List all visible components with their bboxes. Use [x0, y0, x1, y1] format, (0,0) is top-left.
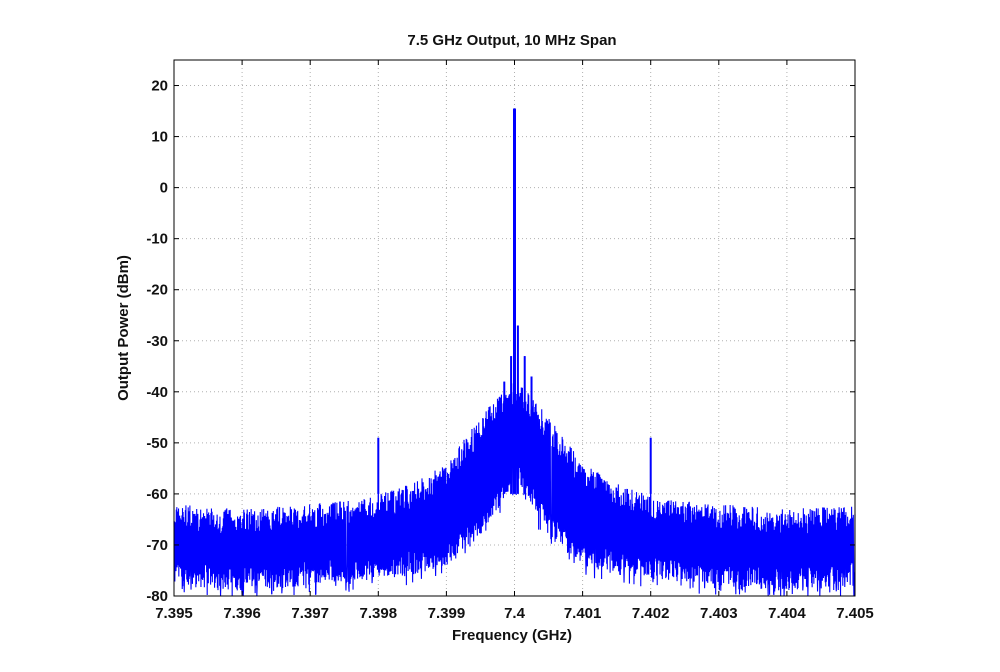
x-tick-label: 7.395 — [155, 605, 193, 622]
trace-layer — [173, 108, 856, 597]
y-tick-label: -80 — [146, 588, 168, 605]
x-tick-label: 7.403 — [700, 605, 738, 622]
x-tick-label: 7.405 — [836, 605, 874, 622]
x-axis-label: Frequency (GHz) — [452, 627, 572, 644]
x-tick-label: 7.396 — [223, 605, 261, 622]
y-tick-label: -40 — [146, 384, 168, 401]
x-tick-label: 7.401 — [564, 605, 602, 622]
y-axis-label: Output Power (dBm) — [115, 255, 132, 401]
chart-title: 7.5 GHz Output, 10 MHz Span — [407, 32, 616, 49]
tick-layer: 7.395 7.396 7.397 7.398 7.399 7.4 7.401 7.402 7.… — [146, 60, 874, 622]
y-tick-label: 0 — [160, 180, 168, 197]
y-tick-label: -70 — [146, 537, 168, 554]
x-tick-label: 7.397 — [291, 605, 329, 622]
y-tick-label: -50 — [146, 435, 168, 452]
x-tick-label: 7.402 — [632, 605, 670, 622]
y-tick-label: -10 — [146, 231, 168, 248]
y-tick-label: 20 — [151, 78, 168, 95]
y-tick-label: -60 — [146, 486, 168, 503]
y-tick-label: -30 — [146, 333, 168, 350]
x-tick-label: 7.399 — [428, 605, 466, 622]
y-tick-label: -20 — [146, 282, 168, 299]
y-tick-label: 10 — [151, 129, 168, 146]
x-tick-label: 7.404 — [768, 605, 806, 622]
x-tick-label: 7.4 — [504, 605, 526, 622]
x-tick-label: 7.398 — [360, 605, 398, 622]
